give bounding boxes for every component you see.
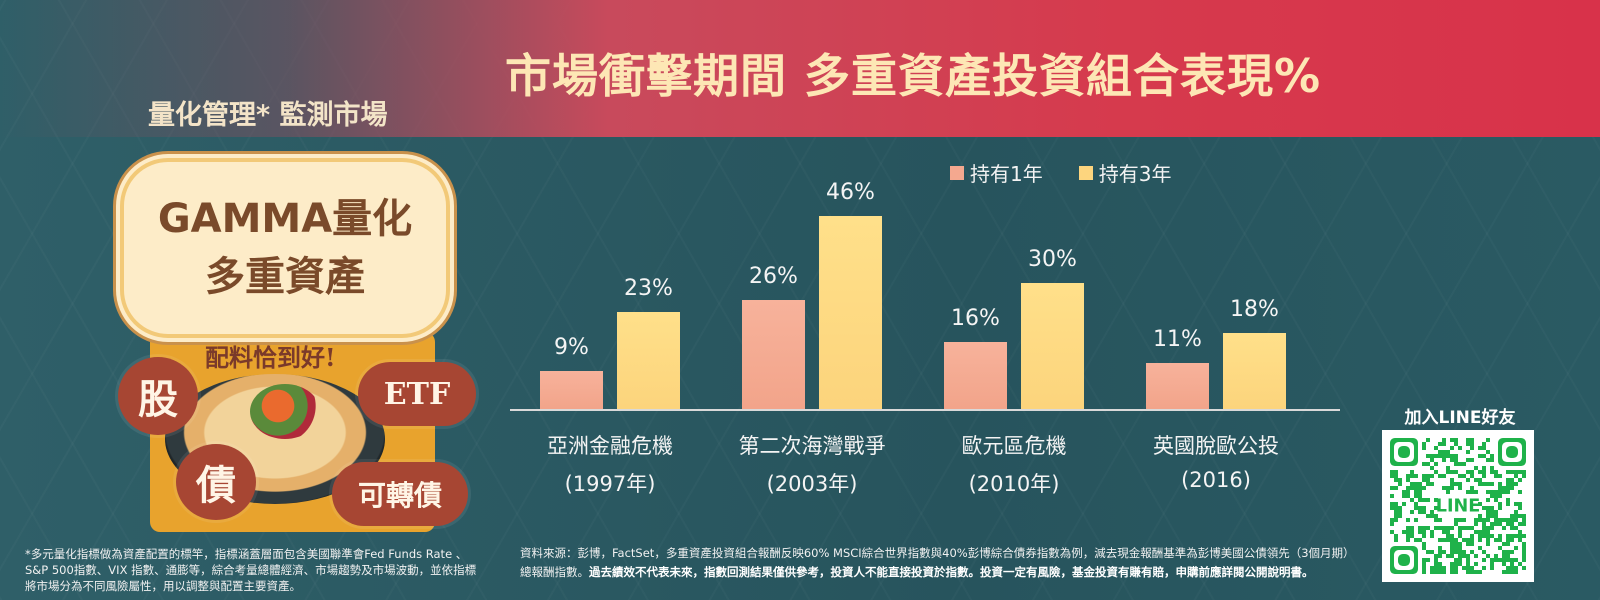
bar-label-3y-2: 30% bbox=[1028, 247, 1077, 272]
bar-1y-0 bbox=[540, 371, 603, 409]
qr-line-text: LINE bbox=[1436, 497, 1481, 517]
footnote-methodology: *多元量化指標做為資產配置的標竿，指標涵蓋層面包含美國聯準會Fed Funds … bbox=[25, 547, 477, 593]
product-badge: GAMMA量化 多重資產 bbox=[120, 158, 450, 338]
bar-3y-1 bbox=[819, 215, 882, 409]
footnote-disclaimer: 過去績效不代表未來，指數回測結果僅供參考，投資人不能直接投資於指數。投資一定有風… bbox=[589, 565, 1314, 579]
bar-label-3y-1: 46% bbox=[826, 179, 875, 205]
category-label-0: 亞洲金融危機 bbox=[547, 434, 673, 458]
badge-line-2: 多重資產 bbox=[205, 254, 365, 300]
legend-swatch-3y bbox=[1078, 165, 1093, 180]
chart-legend: 持有1年 持有3年 bbox=[950, 158, 1171, 187]
footnote-source-text: 資料來源：彭博，FactSet，多重資產投資組合報酬反映60% MSCI綜合世界… bbox=[520, 546, 1349, 579]
bar-label-3y-3: 18% bbox=[1230, 297, 1279, 323]
category-year-3: (2016) bbox=[1181, 468, 1251, 492]
chip-stock: 股 bbox=[118, 357, 198, 435]
bar-label-3y-0: 23% bbox=[624, 276, 673, 302]
footnote-source: 資料來源：彭博，FactSet，多重資產投資組合報酬反映60% MSCI綜合世界… bbox=[520, 544, 1350, 582]
badge-line-1: GAMMA量化 bbox=[157, 196, 413, 242]
bar-1y-1 bbox=[742, 299, 805, 409]
bar-3y-2 bbox=[1021, 283, 1084, 409]
legend-label-3y: 持有3年 bbox=[1098, 162, 1172, 186]
chip-etf: ETF bbox=[358, 362, 476, 426]
promo-tagline: 配料恰到好! bbox=[205, 343, 336, 372]
bar-1y-2 bbox=[944, 341, 1007, 409]
line-add-friend-label: 加入LINE好友 bbox=[1404, 408, 1516, 428]
bar-label-1y-3: 11% bbox=[1153, 326, 1202, 352]
category-year-1: (2003年) bbox=[766, 472, 858, 496]
title-band bbox=[0, 0, 1600, 137]
bar-label-1y-2: 16% bbox=[951, 305, 1000, 331]
category-year-2: (2010年) bbox=[968, 472, 1060, 496]
legend-swatch-1y bbox=[950, 165, 964, 180]
qr-code-icon: LINE bbox=[1390, 438, 1526, 574]
chip-bond: 債 bbox=[176, 444, 256, 520]
bar-chart: 持有1年 持有3年 9% 23% 亞洲金融危機 (1997年) 26% 46% 第二次海灣戰… bbox=[510, 150, 1340, 510]
bar-3y-3 bbox=[1223, 333, 1286, 409]
legend-label-1y: 持有1年 bbox=[970, 162, 1043, 186]
bar-1y-3 bbox=[1146, 362, 1209, 409]
chart-baseline bbox=[510, 409, 1340, 411]
category-label-2: 歐元區危機 bbox=[961, 434, 1067, 458]
page-title: 市場衝擊期間 多重資產投資組合表現% bbox=[505, 49, 1322, 103]
bowl-garnish-image bbox=[250, 384, 320, 439]
legend-item-1y: 持有1年 bbox=[950, 158, 1043, 187]
category-label-1: 第二次海灣戰爭 bbox=[738, 434, 886, 458]
legend-item-3y: 持有3年 bbox=[1078, 158, 1172, 187]
bar-label-1y-0: 9% bbox=[554, 335, 589, 361]
bar-label-1y-1: 26% bbox=[749, 263, 798, 289]
promo-illustration: GAMMA量化 多重資產 配料恰到好! 股 ETF 債 可轉債 bbox=[110, 152, 480, 532]
page-subtitle: 量化管理* 監測市場 bbox=[148, 100, 388, 131]
category-year-0: (1997年) bbox=[564, 472, 656, 496]
line-qr-code[interactable]: LINE bbox=[1382, 430, 1534, 582]
bar-3y-0 bbox=[617, 312, 680, 409]
chip-convertible-bond: 可轉債 bbox=[332, 462, 468, 526]
category-label-3: 英國脫歐公投 bbox=[1153, 434, 1279, 458]
